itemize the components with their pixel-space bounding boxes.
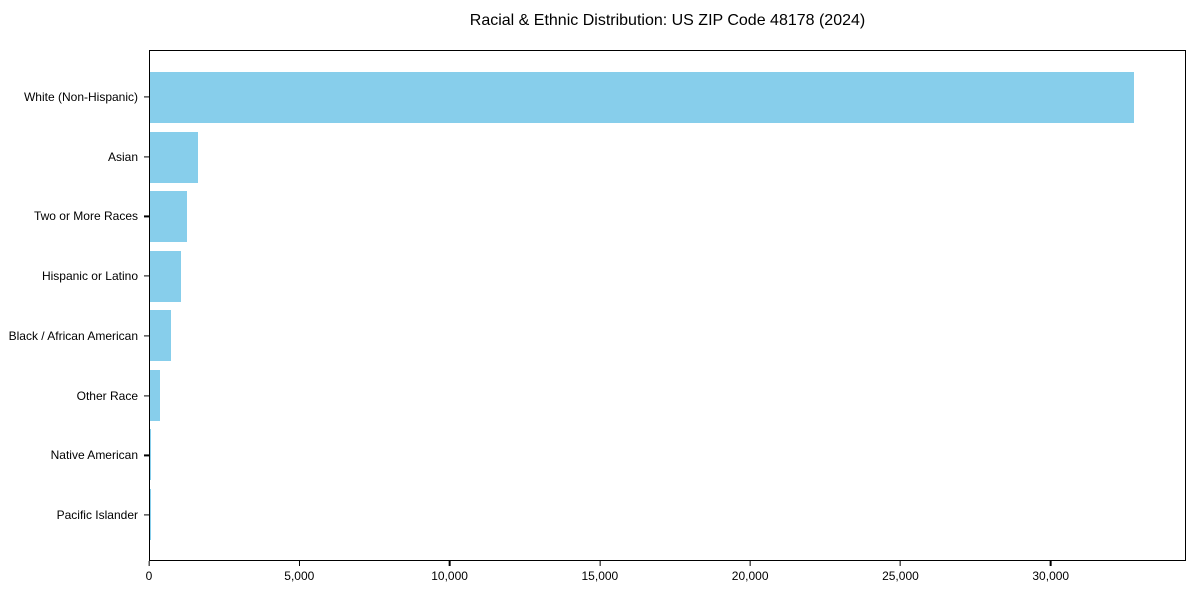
bar-row-black-african-american [150, 306, 1185, 366]
bar-row-white-non-hispanic [150, 68, 1185, 128]
x-tick-label: 0 [145, 568, 153, 583]
category-label: Pacific Islander [56, 508, 138, 523]
x-tick-0: 0 [145, 561, 153, 583]
x-tick-label: 20,000 [731, 568, 769, 583]
x-tick-30000: 30,000 [1032, 561, 1069, 583]
y-tick-mark [144, 335, 149, 337]
x-tick-20000: 20,000 [732, 561, 769, 583]
x-tick-15000: 15,000 [581, 561, 619, 583]
x-tick-25000: 25,000 [882, 561, 919, 583]
bar-row-other-race [150, 366, 1185, 426]
x-tick-label: 25,000 [882, 568, 919, 583]
x-tick-mark [1050, 561, 1052, 566]
category-label: Two or More Races [33, 209, 138, 224]
x-tick-10000: 10,000 [431, 561, 468, 583]
x-tick-label: 15,000 [581, 568, 619, 583]
y-tick-mark [144, 215, 149, 217]
category-label: Native American [50, 448, 138, 463]
x-tick-mark [298, 561, 300, 566]
y-tick-mark [144, 514, 149, 516]
category-label: Other Race [76, 388, 138, 403]
y-tick-mark [144, 275, 149, 277]
bar-native-american [150, 429, 151, 481]
x-tick-mark [749, 561, 751, 566]
plot-area [149, 50, 1186, 561]
y-label-row-native-american: Native American [0, 426, 149, 486]
category-label: Asian [107, 149, 138, 164]
bar-two-or-more-races [150, 191, 188, 243]
x-tick-mark [599, 561, 601, 566]
bar-white-non-hispanic [150, 72, 1134, 124]
y-axis-labels: White (Non-Hispanic) Asian Two or More Rac… [0, 50, 149, 561]
y-label-row-asian: Asian [0, 127, 149, 187]
bar-row-pacific-islander [150, 485, 1185, 545]
y-tick-mark [144, 395, 149, 397]
chart-title: Racial & Ethnic Distribution: US ZIP Cod… [469, 12, 866, 29]
y-tick-mark [144, 156, 149, 158]
y-label-row-hispanic-or-latino: Hispanic or Latino [0, 246, 149, 306]
x-axis: 0 5,000 10,000 15,000 20,000 25,000 30,000 [145, 561, 1186, 595]
bar-other-race [150, 369, 160, 421]
x-tick-label: 30,000 [1032, 568, 1070, 583]
x-tick-5000: 5,000 [284, 561, 314, 583]
y-tick-mark [144, 96, 149, 98]
bar-asian [150, 131, 198, 183]
bars-container [150, 51, 1185, 560]
category-label: Black / African American [8, 328, 138, 343]
x-tick-mark [899, 561, 902, 566]
y-tick-mark [144, 454, 149, 456]
y-label-row-other-race: Other Race [0, 366, 149, 426]
x-tick-mark [148, 561, 150, 566]
x-tick-mark [448, 561, 451, 566]
bar-row-hispanic-or-latino [150, 247, 1185, 307]
bar-row-two-or-more-races [150, 187, 1185, 247]
y-label-row-black-african-american: Black / African American [0, 306, 149, 366]
x-tick-label: 10,000 [431, 568, 468, 583]
y-label-row-white-non-hispanic: White (Non-Hispanic) [0, 67, 149, 127]
bar-black-african-american [150, 310, 171, 362]
bar-row-native-american [150, 425, 1185, 485]
category-label: White (Non-Hispanic) [23, 89, 138, 104]
x-tick-label: 5,000 [284, 568, 315, 583]
bar-row-asian [150, 128, 1185, 188]
y-label-row-two-or-more-races: Two or More Races [0, 187, 149, 247]
bar-hispanic-or-latino [150, 250, 182, 302]
y-label-row-pacific-islander: Pacific Islander [0, 485, 149, 545]
category-label: Hispanic or Latino [41, 269, 138, 284]
